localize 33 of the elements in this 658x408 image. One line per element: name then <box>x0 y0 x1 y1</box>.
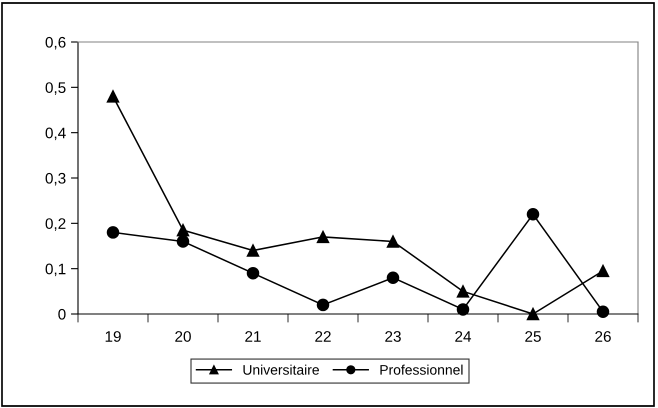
point <box>106 226 120 239</box>
y-tick-label: 0 <box>58 308 66 320</box>
y-tick-label: 0,5 <box>46 82 66 95</box>
point <box>526 208 540 221</box>
x-tick-label: 24 <box>455 331 472 342</box>
x-tick-label: 21 <box>245 331 261 342</box>
x-tick-label: 26 <box>595 331 611 342</box>
x-tick-label: 23 <box>385 331 401 342</box>
y-tick-label: 0,4 <box>46 128 66 140</box>
x-tick-label: 19 <box>106 331 121 342</box>
point <box>596 305 610 318</box>
point <box>246 266 260 280</box>
y-tick-label: 0,6 <box>46 36 66 50</box>
x-tick-label: 22 <box>315 331 331 342</box>
point <box>106 90 120 103</box>
x-tick-label: 25 <box>525 331 541 342</box>
point <box>526 308 540 320</box>
point <box>456 285 470 298</box>
point <box>246 244 260 257</box>
y-tick-label: 0,3 <box>46 172 66 186</box>
point <box>386 235 400 248</box>
x-tick-label: 20 <box>175 331 191 342</box>
point <box>456 303 470 316</box>
legend-label: Professionnel <box>380 364 463 375</box>
legend-label: Universitaire <box>243 364 319 375</box>
y-tick-label: 0,2 <box>46 218 66 231</box>
point <box>176 235 190 248</box>
point <box>316 298 330 312</box>
point <box>386 271 400 284</box>
y-tick-label: 0,1 <box>46 264 66 276</box>
point <box>316 230 330 244</box>
point <box>176 224 190 236</box>
point <box>596 264 610 278</box>
